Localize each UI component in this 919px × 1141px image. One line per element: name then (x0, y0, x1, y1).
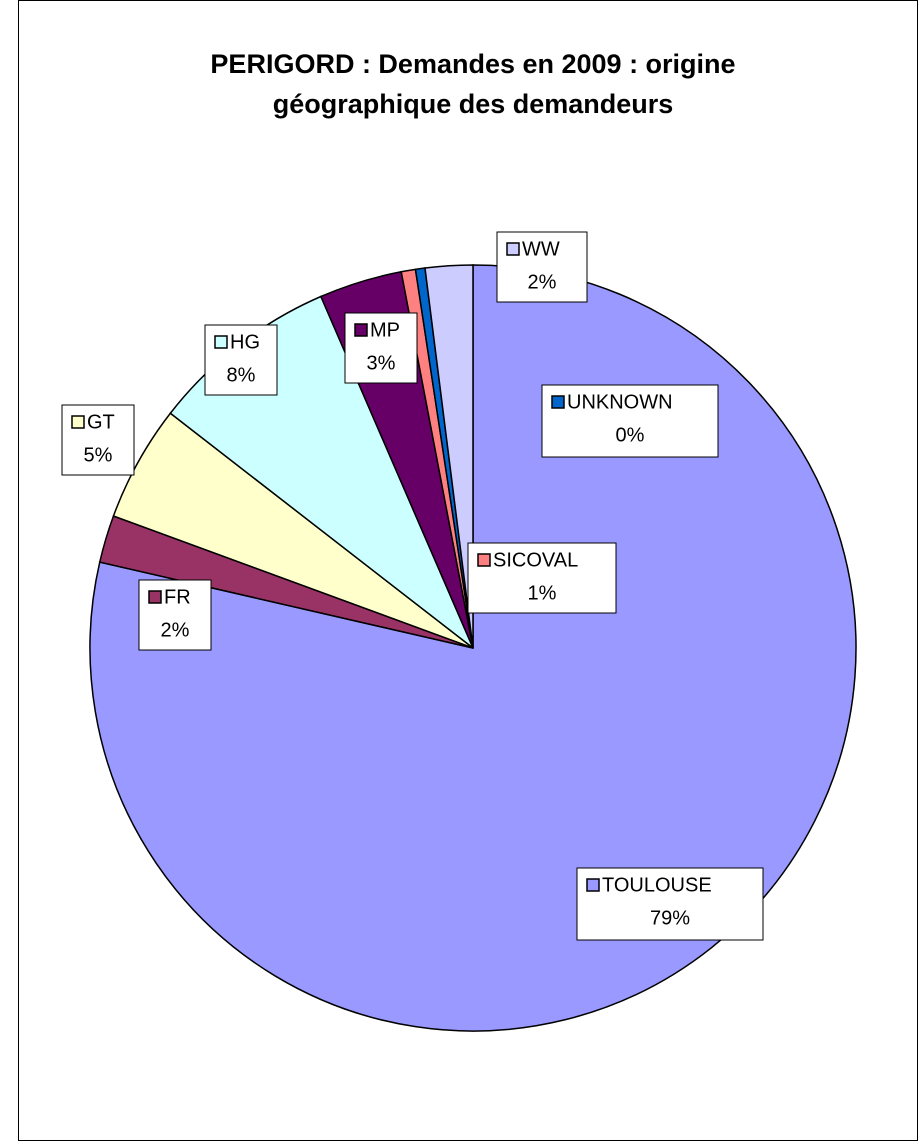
category-label: HG (230, 331, 260, 353)
label-key (148, 590, 162, 604)
value-label: 8% (227, 364, 256, 386)
category-label: SICOVAL (493, 549, 578, 571)
value-label: 79% (650, 907, 690, 929)
category-label: UNKNOWN (567, 391, 673, 413)
value-label: 0% (616, 424, 645, 446)
category-label: MP (370, 319, 400, 341)
label-box (576, 867, 764, 941)
label-key (214, 335, 228, 349)
category-label: TOULOUSE (602, 874, 712, 896)
value-label: 3% (367, 352, 396, 374)
label-box (541, 384, 719, 458)
label-key (71, 415, 85, 429)
value-label: 2% (161, 619, 190, 641)
value-label: 1% (528, 582, 557, 604)
pie-slice (424, 264, 474, 649)
value-label: 2% (528, 271, 557, 293)
label-key (354, 323, 368, 337)
label-key (586, 878, 600, 892)
chart-title: PERIGORD : Demandes en 2009 : origine gé… (210, 49, 736, 119)
label-box (204, 324, 278, 396)
label-key (477, 553, 491, 567)
label-key (551, 395, 565, 409)
category-label: GT (87, 411, 115, 433)
label-key (506, 242, 520, 256)
label-box (467, 542, 617, 614)
value-label: 5% (84, 444, 113, 466)
category-label: FR (164, 586, 191, 608)
category-label: WW (522, 238, 560, 260)
